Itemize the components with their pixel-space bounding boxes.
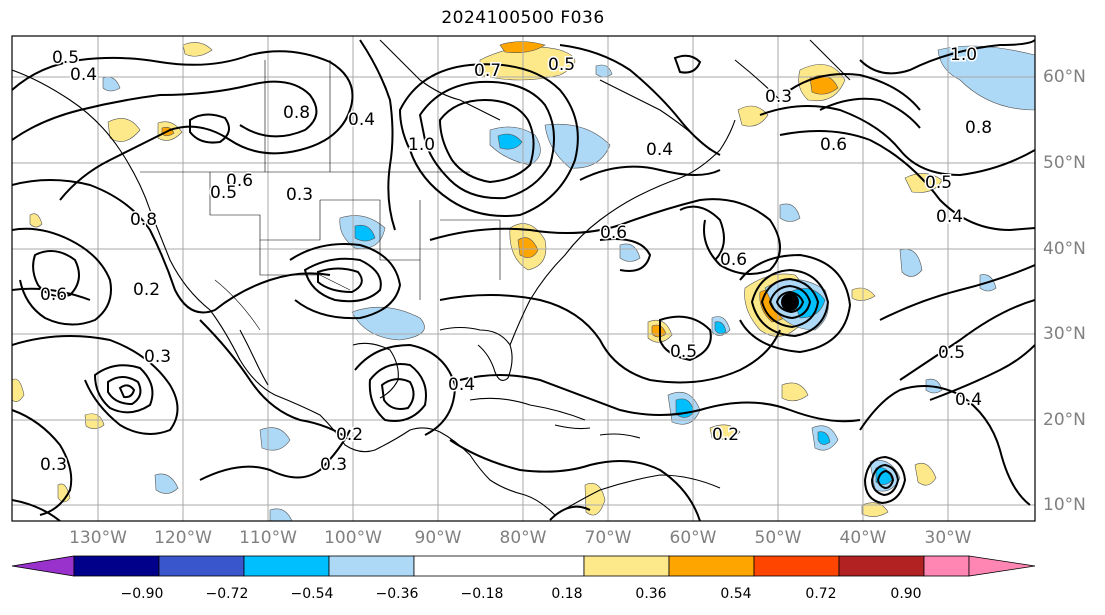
colorbar-tick-label: −0.72 bbox=[205, 586, 249, 602]
colorbar-cell bbox=[753, 555, 840, 577]
colorbar-cell bbox=[583, 555, 670, 577]
colorbar-tick-label: 0.18 bbox=[551, 586, 583, 602]
contour-label: 0.4 bbox=[448, 375, 475, 395]
colorbar-tick-label: −0.90 bbox=[120, 586, 164, 602]
contour-label: 0.5 bbox=[938, 343, 965, 363]
colorbar-cell bbox=[838, 555, 925, 577]
contour-label: 0.3 bbox=[286, 185, 313, 205]
contour-label: 1.0 bbox=[408, 135, 435, 155]
contour-label: 0.5 bbox=[925, 173, 952, 193]
colorbar-tick-label: 0.54 bbox=[720, 586, 752, 602]
contour-label: 0.2 bbox=[712, 425, 739, 445]
colorbar-cell bbox=[413, 555, 585, 577]
lon-label: 130°W bbox=[69, 528, 127, 548]
colorbar-cell bbox=[668, 555, 755, 577]
contour-label: 0.6 bbox=[40, 285, 67, 305]
lat-label: 60°N bbox=[1043, 67, 1086, 87]
lat-label: 30°N bbox=[1043, 324, 1086, 344]
contour-label: 0.4 bbox=[348, 110, 375, 130]
contour-label: 0.5 bbox=[548, 55, 575, 75]
colorbar-cell bbox=[158, 555, 245, 577]
contour-label: 0.8 bbox=[965, 118, 992, 138]
storm-center bbox=[781, 293, 799, 311]
contour-label: 0.7 bbox=[474, 61, 501, 81]
contour-label: 0.6 bbox=[820, 135, 847, 155]
lat-label: 40°N bbox=[1043, 239, 1086, 259]
lat-label: 20°N bbox=[1043, 410, 1086, 430]
contour-label: 0.3 bbox=[40, 455, 67, 475]
lon-label: 100°W bbox=[324, 528, 382, 548]
colorbar-tick-label: 0.36 bbox=[635, 586, 667, 602]
contour-label: 0.5 bbox=[670, 342, 697, 362]
contour-label: 0.8 bbox=[283, 103, 310, 123]
colorbar-cell bbox=[923, 555, 970, 577]
lat-label: 10°N bbox=[1043, 495, 1086, 515]
colorbar-tick-label: 0.72 bbox=[805, 586, 837, 602]
lon-label: 30°W bbox=[924, 528, 972, 548]
lon-label: 50°W bbox=[754, 528, 802, 548]
map-frame bbox=[11, 35, 1036, 522]
contour-label: 0.5 bbox=[52, 48, 79, 68]
contour-label-group: 0.5 0.4 0.6 0.8 0.7 1.0 0.3 0.2 0.5 0.4 … bbox=[39, 44, 994, 477]
contour-label: 0.2 bbox=[133, 280, 160, 300]
contour-label: 0.4 bbox=[646, 140, 673, 160]
contour-label: 0.3 bbox=[144, 347, 171, 367]
contour-label: 0.4 bbox=[936, 207, 963, 227]
colorbar-cell bbox=[243, 555, 330, 577]
lon-label: 80°W bbox=[499, 528, 547, 548]
colorbar-tick-label: −0.18 bbox=[460, 586, 504, 602]
contour-label: 0.3 bbox=[320, 455, 347, 475]
colorbar-cell bbox=[73, 555, 160, 577]
contour-lines bbox=[12, 39, 1035, 521]
lon-label: 110°W bbox=[239, 528, 297, 548]
contour-label: 0.6 bbox=[226, 171, 253, 191]
colorbar-tick-label: −0.54 bbox=[290, 586, 334, 602]
contour-label: 0.5 bbox=[210, 183, 237, 203]
contour-label: 0.4 bbox=[70, 65, 97, 85]
political-borders bbox=[140, 60, 501, 331]
map-title: 2024100500 F036 bbox=[441, 8, 605, 28]
lat-label: 50°N bbox=[1043, 153, 1086, 173]
contour-label: 0.3 bbox=[765, 87, 792, 107]
lon-label: 120°W bbox=[154, 528, 212, 548]
lon-label: 60°W bbox=[669, 528, 717, 548]
contour-label: 1.0 bbox=[950, 45, 977, 65]
lon-label: 90°W bbox=[414, 528, 462, 548]
colorbar-cell bbox=[11, 555, 75, 577]
colorbar bbox=[11, 555, 1036, 577]
colorbar-cell bbox=[968, 555, 1036, 577]
contour-label: 0.6 bbox=[720, 250, 747, 270]
contour-label: 0.4 bbox=[955, 390, 982, 410]
colorbar-tick-label: −0.36 bbox=[375, 586, 419, 602]
contour-label: 0.6 bbox=[600, 223, 627, 243]
contour-label: 0.8 bbox=[130, 210, 157, 230]
lon-label: 70°W bbox=[584, 528, 632, 548]
colorbar-cell bbox=[328, 555, 415, 577]
colorbar-tick-label: 0.90 bbox=[890, 586, 922, 602]
contour-label: 0.2 bbox=[336, 425, 363, 445]
lon-label: 40°W bbox=[839, 528, 887, 548]
